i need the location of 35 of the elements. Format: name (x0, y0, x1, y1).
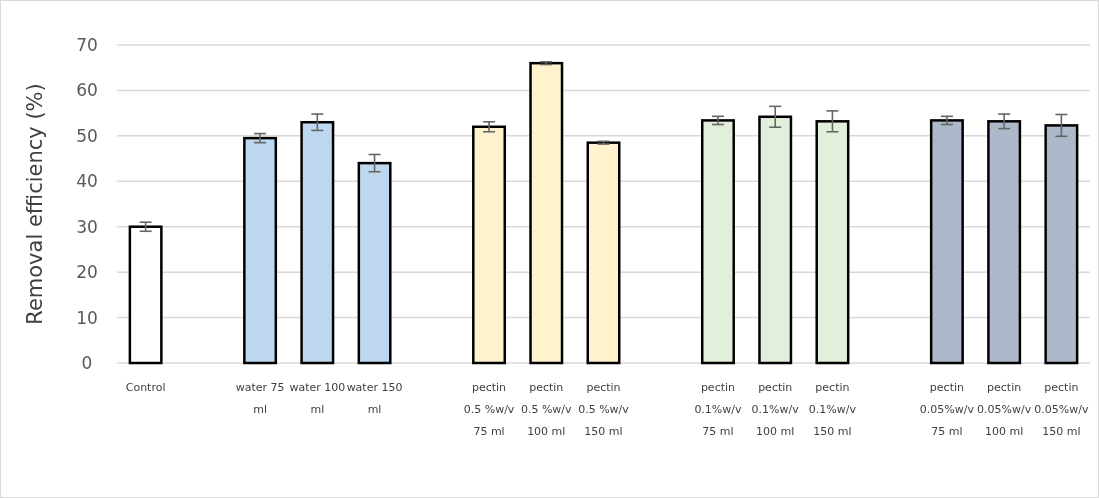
x-tick-label: pectin 0.05%w/v 150 ml (1034, 381, 1089, 438)
x-tick-label: water 150 ml (346, 381, 403, 416)
bar (529, 61, 564, 365)
x-tick-label: pectin 0.05%w/v 75 ml (919, 381, 975, 438)
y-tick-label: 10 (76, 307, 98, 328)
bar (700, 119, 735, 365)
y-tick-label: 40 (76, 171, 98, 192)
bar (243, 136, 278, 365)
x-tick-label: pectin 0.5 %w/v 75 ml (463, 381, 515, 438)
bar (128, 225, 163, 365)
bar (357, 161, 392, 365)
bar (929, 119, 964, 365)
x-tick-label: Control (125, 381, 166, 394)
bar (815, 120, 850, 365)
y-tick-label: 50 (76, 125, 98, 146)
bar (472, 125, 507, 365)
y-tick-label: 70 (76, 34, 98, 55)
y-tick-label: 0 (81, 352, 93, 373)
bar (1044, 124, 1079, 365)
x-tick-label: pectin 0.1%w/v 150 ml (808, 381, 857, 438)
x-tick-label: pectin 0.5 %w/v 150 ml (578, 381, 630, 438)
bar (758, 115, 793, 365)
x-tick-label: pectin 0.1%w/v 100 ml (751, 381, 800, 438)
bar (987, 120, 1022, 365)
y-tick-label: 60 (76, 80, 98, 101)
bar (586, 141, 621, 365)
x-tick-label: water 75 ml (235, 381, 285, 416)
bar (300, 120, 335, 365)
x-tick-label: water 100 ml (289, 381, 346, 416)
y-tick-label: 30 (76, 216, 98, 237)
x-tick-label: pectin 0.5 %w/v 100 ml (520, 381, 573, 438)
y-tick-label: 20 (76, 262, 98, 283)
x-tick-label: pectin 0.05%w/v 100 ml (977, 381, 1032, 438)
x-tick-label: pectin 0.1%w/v 75 ml (694, 381, 743, 438)
y-axis-title: Removal efficiency (%) (23, 83, 47, 325)
